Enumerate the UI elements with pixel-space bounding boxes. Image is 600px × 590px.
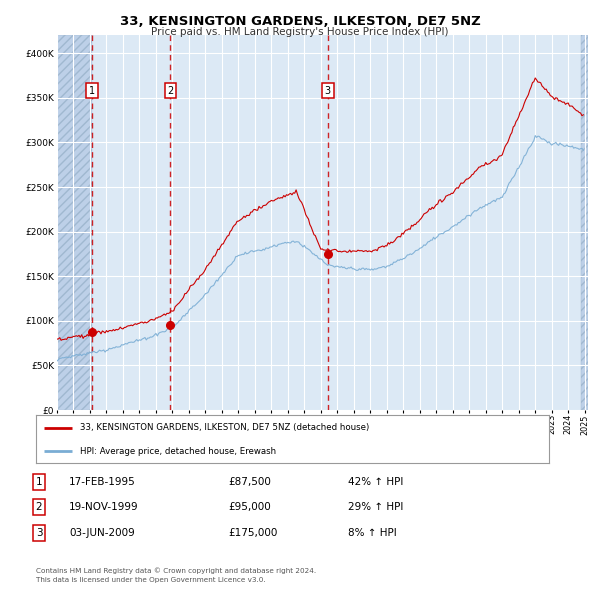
Text: HPI: Average price, detached house, Erewash: HPI: Average price, detached house, Erew… xyxy=(80,447,276,455)
Text: 1: 1 xyxy=(35,477,43,487)
Text: 03-JUN-2009: 03-JUN-2009 xyxy=(69,528,135,537)
Bar xyxy=(57,35,92,410)
Text: £175,000: £175,000 xyxy=(228,528,277,537)
Text: 33, KENSINGTON GARDENS, ILKESTON, DE7 5NZ (detached house): 33, KENSINGTON GARDENS, ILKESTON, DE7 5N… xyxy=(80,424,369,432)
Text: £95,000: £95,000 xyxy=(228,503,271,512)
Text: 42% ↑ HPI: 42% ↑ HPI xyxy=(348,477,403,487)
Text: £87,500: £87,500 xyxy=(228,477,271,487)
Text: 3: 3 xyxy=(35,528,43,537)
Text: 19-NOV-1999: 19-NOV-1999 xyxy=(69,503,139,512)
Text: 17-FEB-1995: 17-FEB-1995 xyxy=(69,477,136,487)
Text: 1: 1 xyxy=(89,86,95,96)
Bar xyxy=(581,35,588,410)
Text: Price paid vs. HM Land Registry's House Price Index (HPI): Price paid vs. HM Land Registry's House … xyxy=(151,27,449,37)
Text: 33, KENSINGTON GARDENS, ILKESTON, DE7 5NZ: 33, KENSINGTON GARDENS, ILKESTON, DE7 5N… xyxy=(119,15,481,28)
Text: Contains HM Land Registry data © Crown copyright and database right 2024.
This d: Contains HM Land Registry data © Crown c… xyxy=(36,568,316,583)
Text: 2: 2 xyxy=(167,86,173,96)
Text: 3: 3 xyxy=(325,86,331,96)
Text: 29% ↑ HPI: 29% ↑ HPI xyxy=(348,503,403,512)
Text: 8% ↑ HPI: 8% ↑ HPI xyxy=(348,528,397,537)
Text: 2: 2 xyxy=(35,503,43,512)
